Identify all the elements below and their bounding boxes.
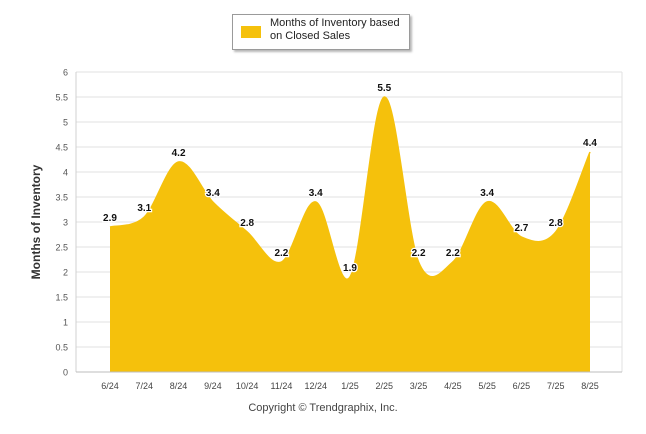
- y-tick-label: 0: [63, 368, 68, 378]
- x-tick-label: 8/25: [581, 381, 599, 391]
- data-label: 2.8: [240, 218, 254, 229]
- x-axis: 6/24 7/24 8/24 9/24 10/24 11/24 12/24 1/25 2/25 3…: [76, 371, 622, 391]
- data-label: 1.9: [343, 263, 357, 274]
- y-tick-label: 4.5: [55, 143, 68, 153]
- y-tick-label: 2: [63, 268, 68, 278]
- data-label: 3.1: [137, 203, 151, 214]
- y-axis: 0 0.5 1 1.5 2 2.5 3 3.5 4 4.5 5 5.5 6: [55, 68, 623, 378]
- x-tick-label: 4/25: [444, 381, 462, 391]
- y-axis-title: Months of Inventory: [29, 164, 43, 279]
- x-tick-label: 11/24: [270, 381, 292, 391]
- legend-label: Months of Inventory based on Closed Sale…: [270, 17, 400, 42]
- data-area: [109, 96, 591, 373]
- y-tick-label: 6: [63, 68, 68, 78]
- data-label: 3.4: [309, 188, 323, 199]
- data-label: 5.5: [377, 83, 391, 94]
- x-tick-label: 8/24: [170, 381, 188, 391]
- x-tick-label: 9/24: [204, 381, 222, 391]
- x-tick-label: 5/25: [478, 381, 496, 391]
- y-tick-label: 5.5: [55, 93, 68, 103]
- data-labels: 2.9 3.1 4.2 3.4 2.8 2.2 3.4 1.9 5.5 2.2 2.2 3.4 2.7 2…: [102, 82, 599, 276]
- data-label: 3.4: [480, 188, 494, 199]
- y-tick-label: 3: [63, 218, 68, 228]
- x-tick-label: 6/25: [513, 381, 531, 391]
- series-area: [110, 96, 590, 373]
- y-tick-label: 5: [63, 118, 68, 128]
- data-label: 2.7: [514, 223, 528, 234]
- data-label: 2.2: [412, 248, 426, 259]
- data-label: 4.2: [172, 148, 186, 159]
- x-tick-label: 6/24: [101, 381, 119, 391]
- data-label: 2.2: [274, 248, 288, 259]
- series-line: [109, 96, 591, 280]
- x-tick-label: 7/25: [547, 381, 565, 391]
- copyright-text: Copyright © Trendgraphix, Inc.: [248, 402, 398, 414]
- x-tick-label: 2/25: [376, 381, 394, 391]
- x-tick-label: 12/24: [304, 381, 327, 391]
- data-label: 2.8: [549, 218, 563, 229]
- y-tick-label: 0.5: [55, 343, 68, 353]
- y-tick-label: 3.5: [55, 193, 68, 203]
- x-tick-label: 10/24: [236, 381, 259, 391]
- legend: Months of Inventory based on Closed Sale…: [232, 14, 410, 50]
- data-label: 3.4: [206, 188, 220, 199]
- x-tick-label: 3/25: [410, 381, 428, 391]
- x-tick-label: 7/24: [136, 381, 154, 391]
- y-tick-label: 1.5: [55, 293, 68, 303]
- data-label: 4.4: [583, 138, 597, 149]
- legend-swatch: [241, 26, 261, 38]
- data-label: 2.2: [446, 248, 460, 259]
- data-label: 2.9: [103, 213, 117, 224]
- y-tick-label: 1: [63, 318, 68, 328]
- y-tick-label: 2.5: [55, 243, 68, 253]
- x-tick-label: 1/25: [341, 381, 359, 391]
- y-tick-label: 4: [63, 168, 68, 178]
